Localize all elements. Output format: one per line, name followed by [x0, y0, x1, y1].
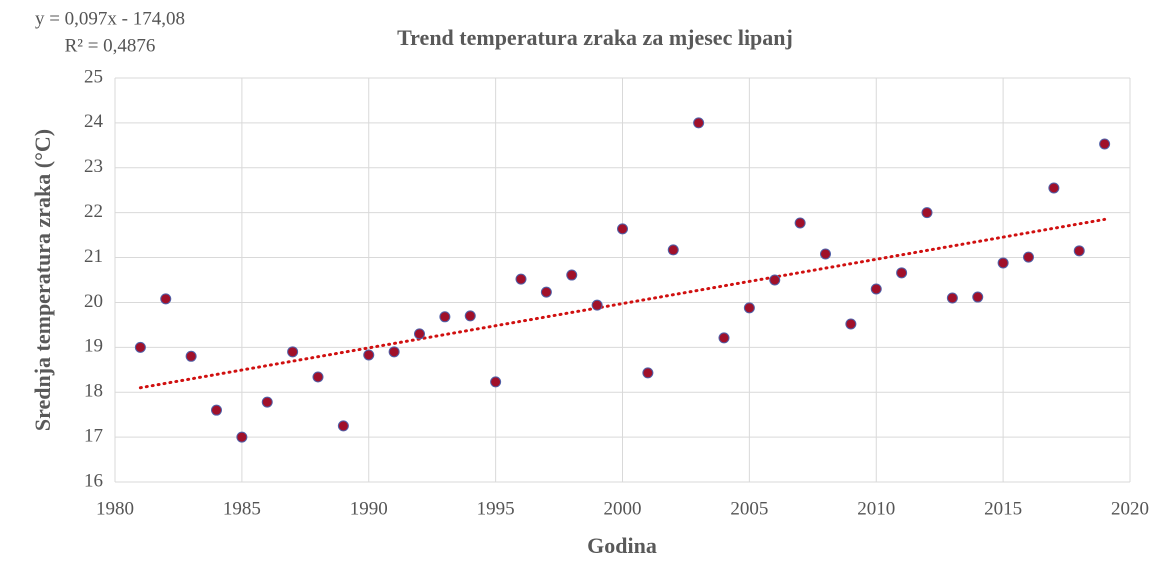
data-point: [515, 273, 527, 285]
trend-equation: y = 0,097x - 174,08: [35, 8, 185, 29]
data-point: [743, 302, 755, 314]
x-tick-label: 2015: [984, 498, 1022, 519]
data-point: [769, 274, 781, 286]
data-point: [134, 341, 146, 353]
trendline: [138, 217, 1107, 390]
x-tick-label: 2005: [730, 498, 768, 519]
x-tick-label: 2000: [604, 498, 642, 519]
data-point: [921, 207, 933, 219]
x-axis-label: Godina: [587, 533, 657, 558]
data-point: [870, 283, 882, 295]
x-tick-label: 1980: [96, 498, 134, 519]
x-tick-label: 1990: [350, 498, 388, 519]
data-point: [236, 431, 248, 443]
data-point: [312, 371, 324, 383]
data-point: [667, 244, 679, 256]
data-point: [566, 269, 578, 281]
y-tick-label: 25: [84, 66, 103, 87]
y-tick-label: 22: [84, 201, 103, 222]
data-point: [946, 292, 958, 304]
data-point: [160, 293, 172, 305]
y-tick-label: 23: [84, 156, 103, 177]
chart-title: Trend temperatura zraka za mjesec lipanj: [397, 25, 793, 50]
data-point: [1099, 138, 1111, 150]
data-point: [845, 318, 857, 330]
data-point: [794, 217, 806, 229]
y-tick-label: 17: [84, 425, 103, 446]
data-point: [896, 267, 908, 279]
data-point: [540, 286, 552, 298]
data-point: [617, 223, 628, 235]
y-tick-label: 21: [84, 246, 103, 267]
x-tick-label: 1985: [223, 498, 261, 519]
data-point: [388, 346, 400, 358]
data-point: [185, 350, 197, 362]
data-point: [211, 404, 222, 416]
r-squared: R² = 0,4876: [65, 35, 156, 56]
data-point: [287, 346, 299, 358]
data-point: [464, 310, 476, 322]
data-point: [642, 367, 654, 379]
data-point: [261, 396, 273, 408]
data-point: [693, 117, 705, 129]
y-axis-label: Srednja temperatura zraka (°C): [30, 129, 55, 431]
data-point: [820, 248, 831, 260]
data-point: [414, 328, 425, 340]
x-tick-label: 2020: [1111, 498, 1149, 519]
data-point: [591, 299, 603, 311]
data-point: [718, 332, 730, 344]
data-point: [490, 376, 502, 388]
data-point: [439, 311, 451, 323]
data-point: [997, 257, 1009, 269]
y-tick-label: 20: [84, 291, 103, 312]
data-point: [1048, 182, 1060, 194]
data-point: [337, 420, 349, 432]
data-point: [1023, 251, 1034, 263]
data-point: [363, 349, 375, 361]
x-tick-label: 1995: [477, 498, 515, 519]
y-tick-label: 18: [84, 381, 103, 402]
y-tick-label: 16: [84, 470, 103, 491]
y-tick-label: 19: [84, 336, 103, 357]
y-tick-label: 24: [84, 111, 104, 132]
x-tick-label: 2010: [857, 498, 895, 519]
data-point: [972, 291, 984, 303]
data-point: [1073, 245, 1085, 257]
